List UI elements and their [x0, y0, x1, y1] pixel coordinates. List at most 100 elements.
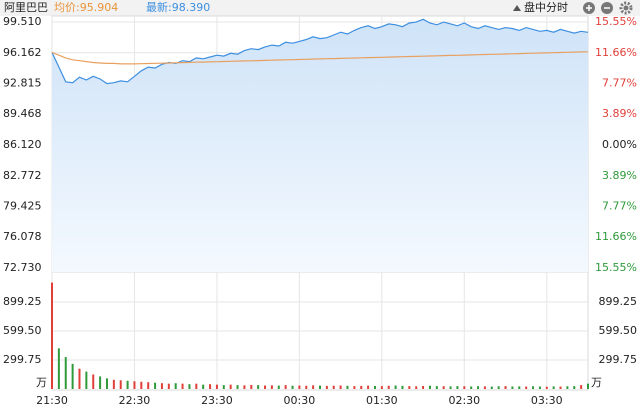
volume-bar: [449, 386, 452, 389]
volume-bar: [85, 371, 88, 389]
volume-bar: [319, 385, 321, 389]
latest-price: 最新:98.390: [146, 0, 210, 14]
volume-bar: [408, 386, 411, 389]
volume-bar: [490, 386, 493, 389]
volume-bar: [559, 386, 562, 389]
volume-bar: [51, 282, 53, 389]
y-tick-label: 99.510: [3, 15, 42, 28]
volume-bar: [174, 383, 177, 389]
y-tick-label-right: 299.75: [599, 353, 638, 366]
volume-bar: [305, 385, 308, 389]
volume-bar: [360, 385, 363, 389]
y-tick-label-right: 899.25: [599, 295, 638, 308]
volume-bar: [160, 383, 163, 389]
volume-bar: [552, 386, 555, 389]
y-tick-label: 899.25: [3, 295, 42, 308]
volume-bar: [167, 383, 170, 389]
zoom-in[interactable]: [583, 2, 595, 14]
volume-bar: [525, 386, 528, 389]
settings[interactable]: [619, 1, 633, 15]
mode-selector[interactable]: 盘中分时: [524, 0, 568, 14]
volume-bar: [105, 378, 108, 389]
volume-bar: [346, 385, 349, 389]
volume-bar: [325, 385, 328, 389]
volume-bar: [119, 380, 122, 389]
volume-bar: [264, 385, 267, 389]
volume-bar: [532, 386, 535, 389]
volume-bar: [209, 384, 212, 389]
volume-bar: [112, 379, 115, 389]
y-tick-label: 76.078: [3, 230, 42, 243]
y2-tick-label: 3.89%: [602, 169, 637, 182]
volume-bar: [215, 384, 218, 389]
volume-bar: [339, 385, 342, 389]
volume-bar: [181, 383, 184, 389]
x-tick-label: 02:30: [448, 394, 480, 407]
price-line: [51, 51, 589, 65]
avg-price: 均价:95.904: [54, 1, 118, 14]
y-tick-label: 599.50: [3, 324, 42, 337]
volume-bar: [236, 385, 239, 389]
y-tick-label-right: 599.50: [599, 324, 638, 337]
volume-bar: [222, 385, 225, 389]
zoom-out[interactable]: [601, 2, 613, 14]
y2-tick-label: 7.77%: [602, 199, 637, 212]
volume-bar: [545, 386, 548, 389]
volume-bar: [332, 385, 335, 389]
volume-bar: [477, 386, 480, 389]
volume-bar: [298, 385, 301, 389]
volume-bar: [435, 386, 438, 389]
volume-bar: [373, 386, 376, 389]
volume-bar: [270, 385, 273, 389]
y2-tick-label: 7.77%: [602, 77, 637, 90]
y-tick-label: 96.162: [3, 46, 42, 59]
y2-tick-label: 11.66%: [595, 230, 637, 243]
stock-name: 阿里巴巴: [4, 1, 48, 14]
volume-bar: [504, 386, 507, 389]
volume-bar: [243, 385, 246, 389]
mode-arrow[interactable]: [513, 5, 521, 11]
x-tick-label: 01:30: [366, 394, 398, 407]
volume-bar: [126, 380, 129, 389]
y-tick-label: 89.468: [3, 107, 42, 120]
volume-bar: [353, 386, 356, 389]
volume-bar: [428, 385, 431, 389]
volume-bar: [250, 384, 253, 389]
y2-tick-label: 11.66%: [595, 46, 637, 59]
volume-bar: [456, 386, 459, 389]
price-area: [52, 19, 588, 272]
volume-bar: [277, 385, 280, 389]
volume-bar: [57, 348, 60, 389]
volume-bar: [497, 386, 500, 389]
y2-tick-label: 3.89%: [602, 107, 637, 120]
y2-tick-label: 15.55%: [595, 15, 637, 28]
volume-bar: [483, 386, 486, 389]
volume-bar: [202, 384, 205, 389]
volume-bar: [284, 385, 287, 389]
volume-bar: [587, 383, 589, 389]
volume-bar: [442, 386, 445, 389]
volume-bar: [422, 386, 425, 389]
volume-bar: [99, 376, 102, 389]
price-line: [51, 18, 589, 85]
x-tick-label: 22:30: [119, 394, 151, 407]
y2-tick-label: 0.00%: [602, 138, 637, 151]
y-tick-label: 72.730: [3, 261, 42, 274]
volume-bar: [463, 386, 466, 389]
y-tick-label: 79.425: [3, 200, 42, 213]
volume-bar: [140, 381, 143, 389]
volume-bar: [92, 374, 95, 389]
volume-bar: [312, 385, 315, 389]
y-tick-label: 299.75: [3, 353, 42, 366]
volume-bar: [133, 381, 136, 389]
volume-bar: [257, 385, 260, 389]
volume-bar: [415, 386, 418, 389]
volume-bar: [195, 383, 198, 389]
y-tick-label: 82.772: [3, 169, 42, 182]
y2-tick-label: 15.55%: [595, 261, 637, 274]
x-tick-label: 00:30: [284, 394, 316, 407]
volume-bar: [229, 384, 232, 389]
volume-bar: [401, 385, 404, 389]
